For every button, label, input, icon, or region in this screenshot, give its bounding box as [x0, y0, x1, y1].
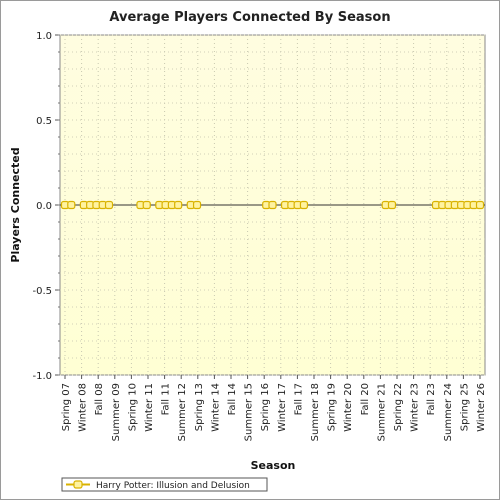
data-point — [142, 200, 151, 210]
data-point — [104, 200, 114, 210]
x-tick-label: Fall 08 — [94, 383, 105, 415]
x-tick-label: Fall 20 — [360, 383, 371, 415]
x-tick-label: Spring 10 — [127, 383, 138, 431]
y-axis: 1.0 0.5 0.0 -0.5 -1.0 — [32, 31, 60, 382]
y-axis-title: Players Connected — [9, 147, 22, 262]
x-tick-label: Winter 11 — [144, 383, 155, 432]
x-tick-label: Winter 17 — [277, 383, 288, 432]
x-tick-label: Fall 17 — [293, 383, 304, 415]
x-tick-label: Summer 09 — [111, 383, 122, 441]
legend: Harry Potter: Illusion and Delusion — [61, 477, 268, 492]
data-point — [299, 200, 309, 210]
x-tick-label: Spring 16 — [260, 383, 271, 431]
grid — [60, 34, 485, 376]
x-tick-label: Spring 22 — [393, 383, 404, 431]
y-tick-label: 0.0 — [36, 201, 52, 212]
y-tick-label: 1.0 — [36, 31, 52, 42]
x-tick-label: Summer 21 — [376, 383, 387, 441]
data-point — [268, 200, 277, 210]
legend-swatch-marker — [73, 480, 83, 489]
x-tick-label: Fall 23 — [426, 383, 437, 415]
x-tick-label: Winter 20 — [343, 383, 354, 432]
x-axis: Spring 07 Winter 08 Fall 08 Summer 09 Spring… — [61, 375, 487, 441]
x-tick-label: Winter 26 — [476, 383, 487, 432]
x-tick-label: Spring 25 — [459, 383, 470, 431]
y-tick-label: 0.5 — [36, 116, 52, 127]
x-tick-label: Winter 14 — [210, 383, 221, 432]
x-tick-label: Summer 15 — [244, 383, 255, 441]
x-axis-title: Season — [251, 459, 296, 472]
x-tick-label: Winter 08 — [78, 383, 89, 432]
series-0 — [60, 200, 485, 210]
x-tick-label: Summer 24 — [443, 383, 454, 441]
x-tick-label: Fall 14 — [227, 383, 238, 415]
data-point — [192, 200, 202, 210]
x-tick-label: Summer 12 — [177, 383, 188, 441]
x-tick-label: Spring 13 — [194, 383, 205, 431]
chart-title: Average Players Connected By Season — [109, 10, 390, 25]
x-tick-label: Spring 19 — [327, 383, 338, 431]
data-point — [67, 200, 76, 210]
x-tick-label: Spring 07 — [61, 383, 72, 431]
y-tick-label: -0.5 — [32, 286, 52, 297]
x-tick-label: Fall 11 — [161, 383, 172, 415]
x-tick-label: Summer 18 — [310, 383, 321, 441]
y-tick-label: -1.0 — [32, 371, 52, 382]
data-point — [174, 200, 183, 210]
legend-box — [61, 477, 268, 492]
data-point — [387, 200, 397, 210]
series — [60, 200, 485, 210]
legend-label: Harry Potter: Illusion and Delusion — [96, 481, 250, 491]
x-tick-label: Winter 23 — [410, 383, 421, 432]
data-point — [475, 200, 485, 210]
